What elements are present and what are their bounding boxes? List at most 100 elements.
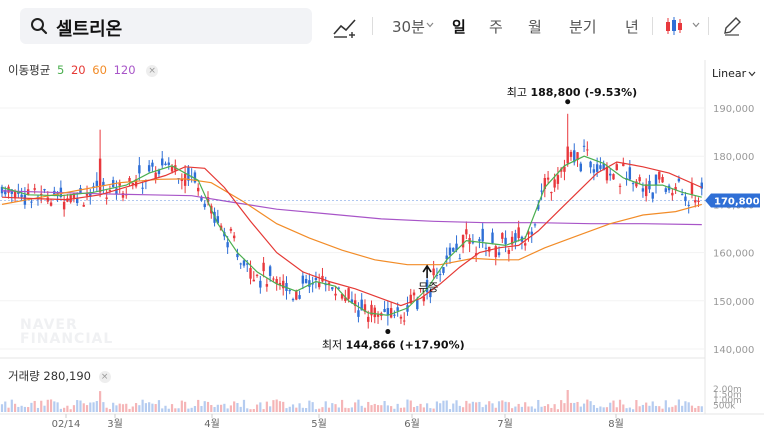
candle-body: [550, 192, 553, 194]
volume-bar: [442, 400, 445, 412]
volume-bar: [269, 406, 272, 412]
candle-body: [396, 307, 399, 311]
candle-body: [674, 186, 677, 191]
volume-bar: [275, 399, 278, 412]
candle-body: [631, 183, 635, 185]
volume-bar: [412, 407, 416, 412]
volume-bar: [318, 408, 321, 412]
volume-bar: [511, 408, 514, 412]
volume-bar: [638, 406, 641, 412]
volume-bar: [609, 402, 612, 412]
volume-bar: [602, 407, 605, 412]
volume-bar: [272, 400, 275, 412]
close-icon[interactable]: ×: [146, 65, 159, 77]
volume-bar: [321, 407, 324, 412]
candle-body: [697, 200, 700, 202]
ma-period-20: 20: [70, 63, 86, 77]
candle-body: [700, 182, 703, 189]
chevron-down-icon[interactable]: [426, 22, 434, 28]
volume-bar: [533, 408, 537, 412]
candle-body: [491, 232, 494, 244]
candle-body: [389, 308, 393, 318]
candle-body: [514, 233, 517, 243]
volume-bar: [426, 403, 429, 412]
candle-body: [141, 187, 144, 189]
volume-bar: [596, 407, 599, 412]
volume-bar: [363, 407, 367, 412]
candle-body: [301, 275, 305, 284]
volume-bar: [295, 407, 298, 412]
volume-bar: [134, 403, 138, 412]
candle-body: [147, 165, 151, 172]
volume-bar: [40, 400, 43, 412]
candle-body: [687, 204, 690, 206]
candle-body: [85, 193, 89, 196]
candle-body: [628, 167, 632, 180]
candle-body: [419, 288, 422, 290]
candle-body: [494, 246, 497, 258]
volume-bar: [429, 408, 432, 412]
volume-bar: [33, 400, 36, 412]
volume-bar: [36, 407, 40, 412]
volume-bar: [141, 399, 144, 412]
volume-bar: [367, 401, 370, 412]
volume-bar: [308, 400, 311, 412]
volume-tick-label: 2.00m: [713, 385, 742, 395]
candle-body: [314, 277, 318, 281]
candle-body: [357, 310, 360, 317]
volume-bar: [347, 408, 350, 412]
candle-body: [586, 149, 589, 151]
candle-body: [360, 299, 363, 311]
volume-bar: [206, 401, 210, 412]
candle-body: [677, 178, 681, 182]
volume-bar: [494, 407, 497, 412]
candlestick-type-icon[interactable]: [664, 15, 686, 37]
x-tick-label: 6월: [404, 418, 420, 430]
volume-bar: [622, 404, 625, 412]
search-box[interactable]: 셀트리온: [20, 8, 312, 44]
volume-bar: [599, 406, 602, 412]
volume-bar: [112, 402, 115, 412]
candle-body: [680, 194, 684, 196]
chevron-down-icon[interactable]: [748, 71, 756, 77]
pencil-icon[interactable]: [722, 16, 742, 36]
volume-bar: [157, 400, 161, 412]
candle-body: [331, 287, 334, 290]
volume-bar: [242, 399, 246, 412]
search-query[interactable]: 셀트리온: [56, 19, 123, 40]
tab-quarter[interactable]: 분기: [569, 18, 597, 36]
tab-day[interactable]: 일: [452, 18, 466, 36]
price-chart[interactable]: 190,000180,000170,000160,000150,000140,0…: [0, 52, 764, 433]
volume-bar: [370, 405, 373, 412]
tab-week[interactable]: 주: [489, 18, 503, 36]
candle-body: [167, 162, 170, 165]
chevron-down-icon[interactable]: [692, 22, 700, 28]
scale-selector[interactable]: Linear: [712, 67, 747, 80]
volume-bar: [13, 403, 17, 412]
volume-bar: [95, 401, 98, 412]
candle-body: [448, 247, 452, 256]
candle-body: [308, 280, 311, 287]
volume-bar: [138, 405, 141, 412]
candle-body: [49, 202, 53, 206]
volume-bar: [576, 401, 579, 412]
search-icon[interactable]: [30, 17, 48, 35]
tab-year[interactable]: 년: [625, 18, 639, 36]
volume-bar: [121, 404, 125, 412]
interval-30min[interactable]: 30분: [392, 18, 425, 36]
drawing-tool-icon[interactable]: [333, 15, 357, 39]
candle-body: [272, 278, 275, 280]
volume-bar: [210, 404, 213, 412]
candle-body: [255, 274, 259, 276]
volume-bar: [635, 400, 638, 412]
volume-bar: [115, 405, 118, 412]
candle-body: [592, 169, 596, 173]
candle-body: [151, 162, 154, 167]
y-tick-label: 180,000: [713, 152, 754, 163]
candle-body: [17, 192, 20, 194]
candle-body: [30, 201, 33, 203]
tab-month[interactable]: 월: [528, 18, 542, 36]
volume-bar: [520, 406, 524, 412]
candle-body: [95, 180, 99, 187]
close-icon[interactable]: ×: [98, 371, 111, 383]
